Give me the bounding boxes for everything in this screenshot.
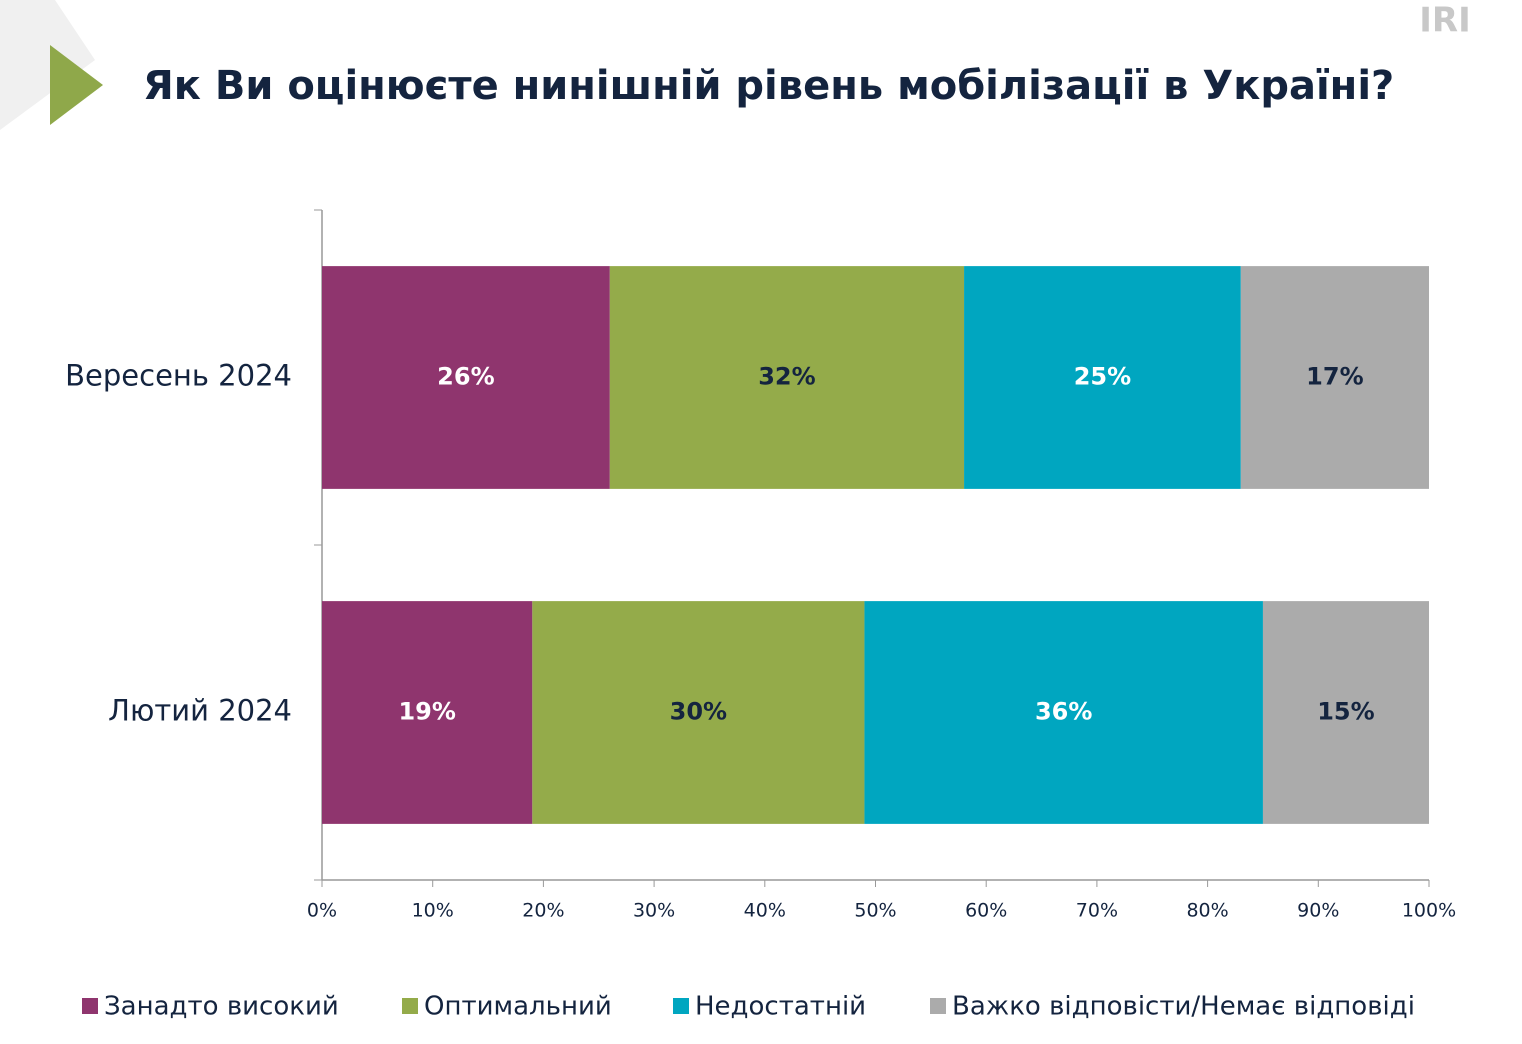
legend-marker [930, 998, 946, 1014]
x-tick-label: 50% [854, 900, 896, 922]
data-label: 19% [398, 698, 455, 726]
data-label: 36% [1035, 698, 1092, 726]
data-label: 32% [758, 363, 815, 391]
title-arrow [50, 45, 103, 125]
chart-title: Як Ви оцінюєте нинішній рівень мобілізац… [143, 63, 1394, 109]
x-tick-label: 90% [1297, 900, 1339, 922]
legend-marker [82, 998, 98, 1014]
legend-marker [402, 998, 418, 1014]
legend-label: Важко відповісти/Немає відповіді [952, 992, 1415, 1022]
x-tick-label: 40% [744, 900, 786, 922]
legend-marker [673, 998, 689, 1014]
data-label: 26% [437, 363, 494, 391]
x-tick-label: 100% [1402, 900, 1456, 922]
x-tick-label: 80% [1186, 900, 1228, 922]
data-label: 15% [1317, 698, 1374, 726]
data-label: 17% [1306, 363, 1363, 391]
y-tick-label: Лютий 2024 [108, 694, 292, 728]
x-tick-label: 30% [633, 900, 675, 922]
decor [0, 0, 95, 130]
bar-segment [532, 601, 865, 824]
bar-segment [322, 266, 610, 489]
x-tick-label: 70% [1076, 900, 1118, 922]
bar-segment [1240, 266, 1429, 489]
bar-segment [1262, 601, 1429, 824]
x-tick-label: 0% [307, 900, 337, 922]
legend-label: Оптимальний [424, 992, 612, 1022]
bar-segment [864, 601, 1263, 824]
x-tick-label: 60% [965, 900, 1007, 922]
bar-segment [322, 601, 533, 824]
data-label: 25% [1074, 363, 1131, 391]
legend-label: Недостатній [695, 992, 866, 1022]
bar-segment [609, 266, 965, 489]
x-tick-label: 20% [522, 900, 564, 922]
y-tick-label: Вересень 2024 [65, 359, 292, 393]
logo: IRI [1419, 1, 1470, 41]
data-label: 30% [670, 698, 727, 726]
x-tick-label: 10% [412, 900, 454, 922]
bar-segment [964, 266, 1241, 489]
legend-label: Занадто високий [104, 992, 339, 1022]
